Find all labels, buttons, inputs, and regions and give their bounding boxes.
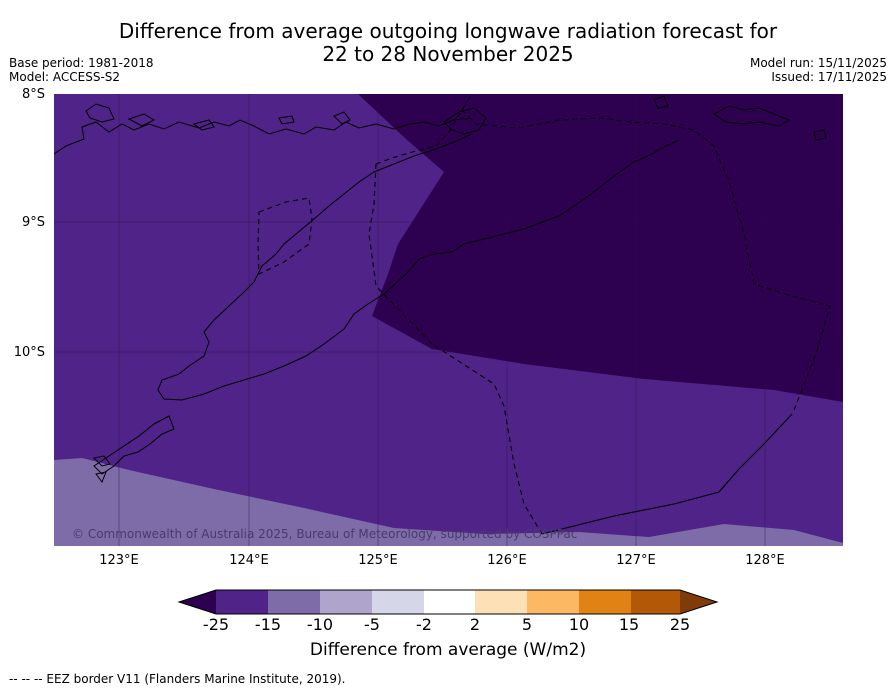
coastline-flores-alor — [54, 117, 473, 155]
coastline-timor-south — [157, 133, 473, 401]
colorbar — [177, 589, 719, 615]
colorbar-tick-9: 25 — [669, 615, 691, 634]
lat-label-10s: 10°S — [13, 345, 45, 360]
shade-weak-negative — [54, 458, 843, 546]
eez-border-mid — [368, 163, 543, 535]
lon-label-127e: 127°E — [616, 553, 656, 568]
coastlines — [54, 95, 827, 484]
colorbar-tick-8: 15 — [618, 615, 640, 634]
lon-label-128e: 128°E — [745, 553, 785, 568]
colorbar-bin-1 — [216, 590, 268, 614]
map-panel — [54, 94, 843, 546]
meta-right: Model run: 15/11/2025 Issued: 17/11/2025 — [750, 56, 887, 84]
colorbar-bin-8 — [579, 590, 631, 614]
lon-label-123e: 123°E — [99, 553, 139, 568]
colorbar-tick-1: -15 — [254, 615, 282, 634]
colorbar-bin-7 — [527, 590, 579, 614]
coastline-wetar — [443, 107, 487, 135]
model-name: Model: ACCESS-S2 — [9, 70, 121, 84]
colorbar-bin-5 — [424, 590, 475, 614]
colorbar-bin-4 — [372, 590, 424, 614]
colorbar-tick-3: -5 — [364, 615, 380, 634]
colorbar-tick-2: -10 — [306, 615, 334, 634]
lon-label-124e: 124°E — [229, 553, 269, 568]
eez-border-enclave — [257, 197, 313, 275]
colorbar-arrow-high — [680, 590, 717, 614]
colorbar-tick-7: 10 — [568, 615, 590, 634]
lat-label-9s: 9°S — [21, 215, 45, 230]
map-svg — [54, 94, 843, 546]
base-period: Base period: 1981-2018 — [9, 56, 154, 70]
lat-label-8s: 8°S — [21, 87, 45, 102]
eez-borders — [257, 94, 831, 535]
colorbar-tick-0: -25 — [202, 615, 230, 634]
shade-strong-negative — [358, 94, 843, 402]
colorbar-title: Difference from average (W/m2) — [309, 640, 587, 660]
coastline-timor — [383, 139, 680, 295]
coastline-islands-north — [85, 103, 351, 131]
lon-label-126e: 126°E — [487, 553, 527, 568]
eez-footnote: -- -- -- EEZ border V11 (Flanders Marine… — [9, 672, 346, 686]
colorbar-tick-4: -2 — [416, 615, 432, 634]
map-title-line-2: 22 to 28 November 2025 — [322, 42, 574, 66]
colorbar-bin-3 — [320, 590, 372, 614]
colorbar-bin-6 — [475, 590, 527, 614]
colorbar-bin-9 — [631, 590, 680, 614]
eez-border-timor — [375, 94, 473, 165]
issued-date: Issued: 17/11/2025 — [771, 70, 887, 84]
eez-border-solid — [541, 413, 793, 535]
model-run: Model run: 15/11/2025 — [749, 56, 887, 70]
colorbar-tick-5: 2 — [469, 615, 481, 634]
map-title-line-1: Difference from average outgoing longwav… — [118, 19, 778, 43]
coastline-east-islands — [653, 95, 827, 141]
copyright-notice: © Commonwealth of Australia 2025, Bureau… — [72, 527, 578, 541]
map-title: Difference from average outgoing longwav… — [0, 20, 896, 66]
eez-border-east — [461, 109, 831, 411]
colorbar-bin-2 — [268, 590, 320, 614]
colorbar-outline — [177, 589, 719, 615]
colorbar-tick-6: 5 — [521, 615, 533, 634]
colorbar-arrow-low — [179, 590, 216, 614]
lon-label-125e: 125°E — [358, 553, 398, 568]
coastline-sumba-rote — [92, 415, 175, 484]
graticule — [54, 94, 843, 546]
meta-left: Base period: 1981-2018 Model: ACCESS-S2 — [9, 56, 154, 84]
